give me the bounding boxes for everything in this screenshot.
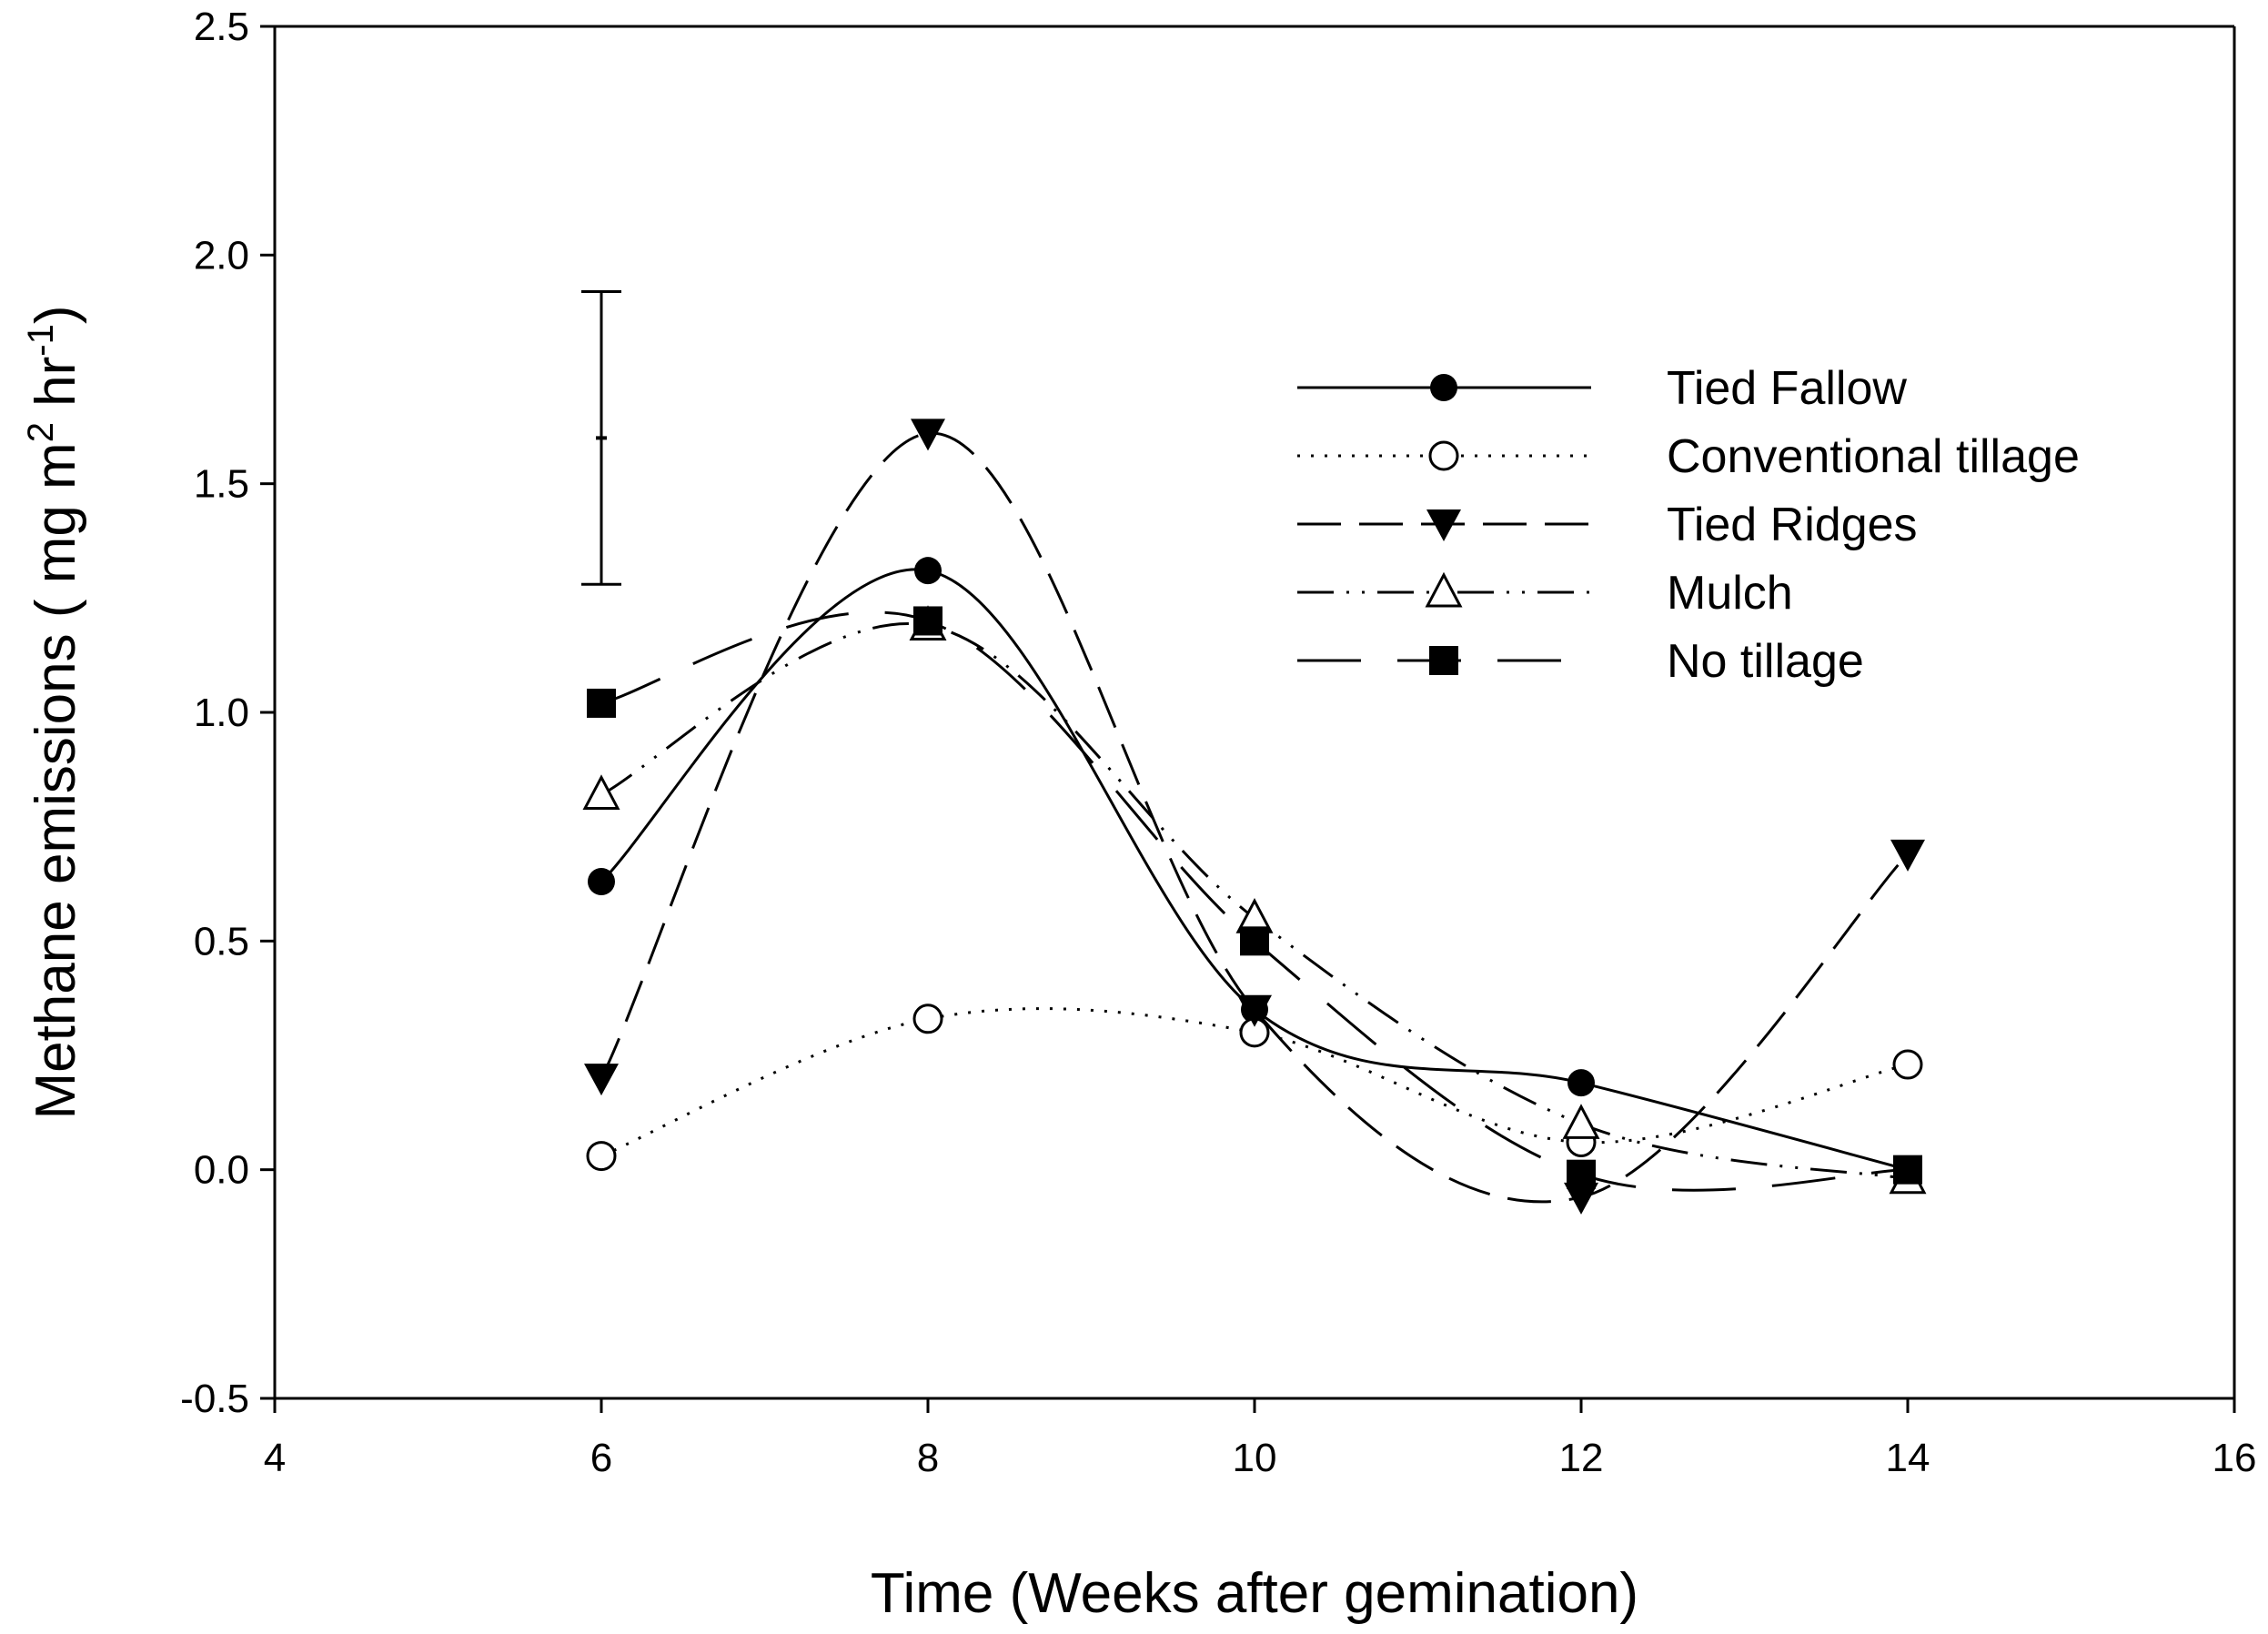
- data-point: [912, 1004, 943, 1034]
- legend: Tied Fallow Conventional tillage Tied Ridg…: [1297, 362, 2080, 688]
- x-tick-label: 10: [1233, 1436, 1277, 1480]
- data-point: [911, 419, 945, 451]
- x-tick-label: 4: [264, 1436, 286, 1480]
- x-axis-label: Time (Weeks after gemination): [871, 1562, 1638, 1625]
- data-point: [1564, 1182, 1598, 1215]
- legend-label: Tied Ridges: [1667, 499, 1918, 551]
- legend-item: Tied Fallow: [1297, 362, 1907, 415]
- legend-item: Tied Ridges: [1297, 499, 1918, 551]
- data-point: [1890, 839, 1925, 872]
- legend-marker: [1426, 509, 1461, 541]
- y-tick-label: 1.0: [194, 691, 249, 735]
- y-tick-label: 2.0: [194, 233, 249, 277]
- y-tick-label: 2.5: [194, 5, 249, 49]
- data-point: [1893, 1155, 1922, 1185]
- data-point: [1240, 926, 1269, 956]
- y-tick-label: -0.5: [180, 1377, 249, 1421]
- data-point: [913, 606, 942, 636]
- y-tick-label: 0.0: [194, 1148, 249, 1193]
- data-point: [1237, 994, 1272, 1027]
- y-axis-label: Methane emissions ( mg m2 hr-1): [21, 305, 87, 1119]
- x-tick-label: 12: [1559, 1436, 1604, 1480]
- y-tick-label: 0.5: [194, 919, 249, 963]
- error-bar: [581, 290, 621, 586]
- data-point: [1567, 1069, 1595, 1097]
- x-tick-label: 6: [590, 1436, 612, 1480]
- data-point: [1567, 1159, 1596, 1189]
- axes: 4 6 8 10 12 14 16 -0.5 0.0 0.5 1.0 1.5 2.0 2.5: [180, 5, 2256, 1480]
- legend-label: Mulch: [1667, 567, 1793, 620]
- legend-item: No tillage: [1297, 635, 1864, 688]
- data-point: [588, 867, 615, 895]
- legend-marker: [1430, 374, 1457, 401]
- x-tick-label: 8: [917, 1436, 939, 1480]
- data-point: [1892, 1049, 1923, 1080]
- legend-item: Conventional tillage: [1297, 430, 2080, 483]
- series-no-tillage: [587, 606, 1922, 1192]
- series-line: [600, 431, 1910, 1204]
- legend-marker: [1428, 440, 1459, 471]
- legend-label: Conventional tillage: [1667, 430, 2080, 483]
- data-point: [586, 1141, 617, 1172]
- legend-label: Tied Fallow: [1667, 362, 1907, 415]
- x-tick-label: 14: [1886, 1436, 1930, 1480]
- data-point: [587, 688, 616, 718]
- data-point: [584, 1064, 619, 1096]
- data-point: [1562, 1104, 1600, 1139]
- series-tied-ridges: [584, 419, 1925, 1215]
- x-tick-label: 16: [2213, 1436, 2257, 1480]
- data-point: [582, 774, 620, 810]
- series-layer: [581, 290, 1927, 1215]
- series-line: [600, 568, 1909, 1172]
- series-mulch: [582, 605, 1927, 1195]
- legend-item: Mulch: [1297, 567, 1793, 620]
- series-line: [600, 622, 1909, 1181]
- legend-marker: [1429, 646, 1458, 675]
- legend-marker: [1425, 571, 1463, 608]
- y-tick-label: 1.5: [194, 462, 249, 507]
- legend-label: No tillage: [1667, 635, 1864, 688]
- data-point: [914, 557, 942, 585]
